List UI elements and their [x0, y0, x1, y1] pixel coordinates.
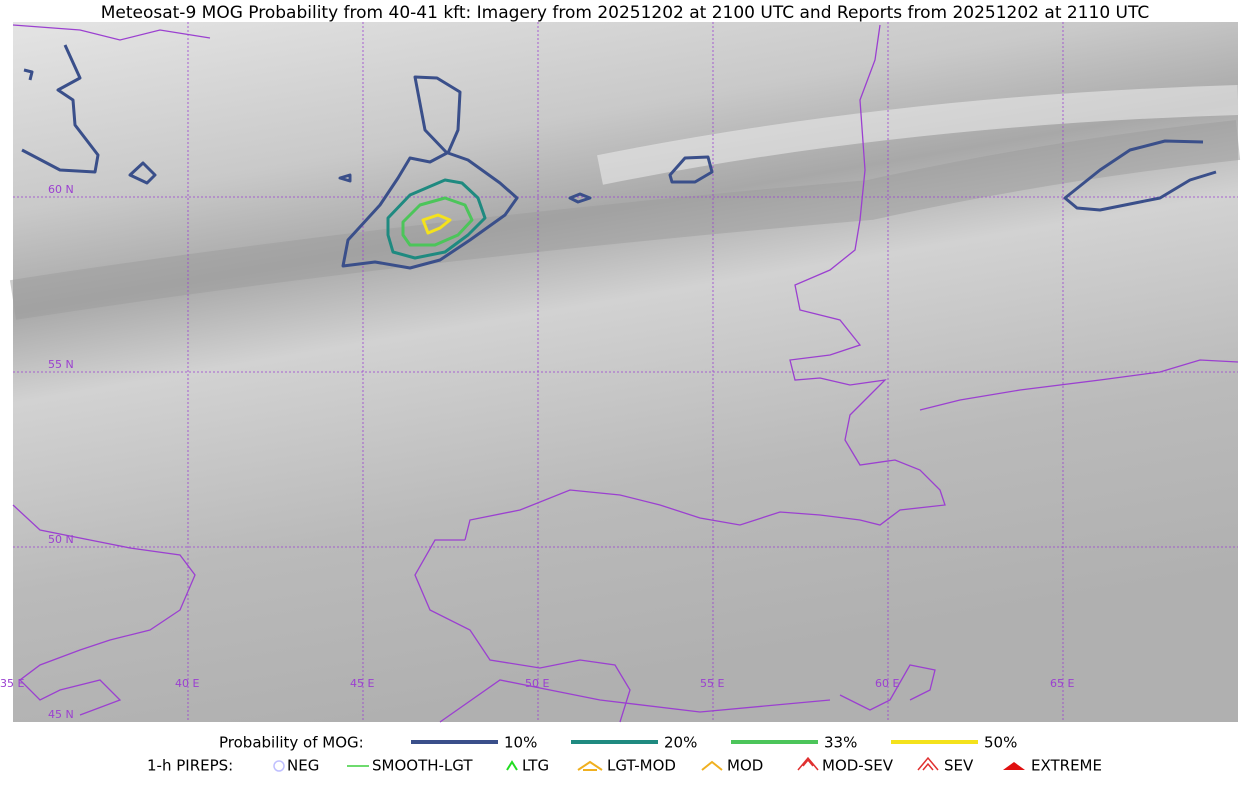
mog-legend: 10% 20% 33% 50%	[411, 734, 1017, 752]
coastline	[12, 24, 211, 41]
legend-label: MOD	[727, 757, 763, 775]
contour	[23, 68, 34, 81]
contour	[128, 161, 157, 185]
contour	[341, 75, 519, 270]
icon-mod	[701, 760, 723, 771]
imagery-band	[597, 85, 1239, 185]
lat-label: 45 N	[48, 708, 74, 721]
contour	[21, 44, 100, 174]
lon-label: 60 E	[875, 677, 899, 690]
legend-label: MOD-SEV	[822, 757, 894, 775]
title: Meteosat-9 MOG Probability from 40-41 kf…	[101, 3, 1150, 23]
contour	[1063, 139, 1217, 212]
pirep-icons	[273, 756, 1025, 772]
lon-label: 40 E	[175, 677, 199, 690]
legend-title: Probability of MOG:	[219, 734, 364, 752]
legend-label: SMOOTH-LGT	[372, 757, 473, 775]
lon-label: 50 E	[525, 677, 549, 690]
contour	[386, 178, 487, 260]
lon-label: 45 E	[350, 677, 374, 690]
icon-extreme	[1003, 762, 1025, 770]
coastlines	[12, 24, 1239, 723]
grid-labels: 60 N 55 N 50 N 45 N 35 E 40 E 45 E 50 E …	[0, 183, 1074, 721]
map: 60 N 55 N 50 N 45 N 35 E 40 E 45 E 50 E …	[0, 22, 1241, 723]
lon-label: 65 E	[1050, 677, 1074, 690]
icon-lgt-mod	[577, 760, 603, 771]
lat-label: 60 N	[48, 183, 74, 196]
contour	[421, 213, 452, 235]
lon-label: 35 E	[0, 677, 24, 690]
coastline	[414, 539, 631, 723]
legend-label: LGT-MOD	[607, 757, 676, 775]
pirep-labels: NEG SMOOTH-LGT LTG LGT-MOD MOD MOD-SEV SEV EXTR…	[287, 757, 1102, 775]
icon-mod-sev	[797, 756, 819, 771]
legend-label: EXTREME	[1031, 757, 1102, 775]
coastline	[12, 504, 196, 716]
icon-ltg	[506, 760, 518, 771]
legend-label: 10%	[504, 734, 537, 752]
coastline	[919, 359, 1239, 411]
graticule	[13, 22, 1238, 722]
legend-label: 50%	[984, 734, 1017, 752]
imagery-band	[9, 120, 1241, 320]
lat-label: 50 N	[48, 533, 74, 546]
lat-label: 55 N	[48, 358, 74, 371]
contour	[401, 196, 474, 247]
legend-label: 33%	[824, 734, 857, 752]
contour	[668, 155, 714, 184]
icon-neg	[273, 760, 285, 772]
coastline	[439, 679, 831, 723]
lon-label: 55 E	[700, 677, 724, 690]
coastline	[839, 664, 936, 711]
legend-title: 1-h PIREPS:	[147, 757, 233, 775]
legend-label: NEG	[287, 757, 319, 775]
contour	[338, 173, 352, 183]
legend: Probability of MOG: 10% 20% 33% 50% 1-h PIR…	[147, 734, 1102, 775]
icon-sev	[917, 756, 939, 771]
contour	[568, 192, 592, 204]
legend-label: SEV	[944, 757, 974, 775]
mog-contours	[21, 44, 1217, 270]
legend-label: 20%	[664, 734, 697, 752]
coastline	[464, 24, 946, 541]
legend-label: LTG	[522, 757, 549, 775]
